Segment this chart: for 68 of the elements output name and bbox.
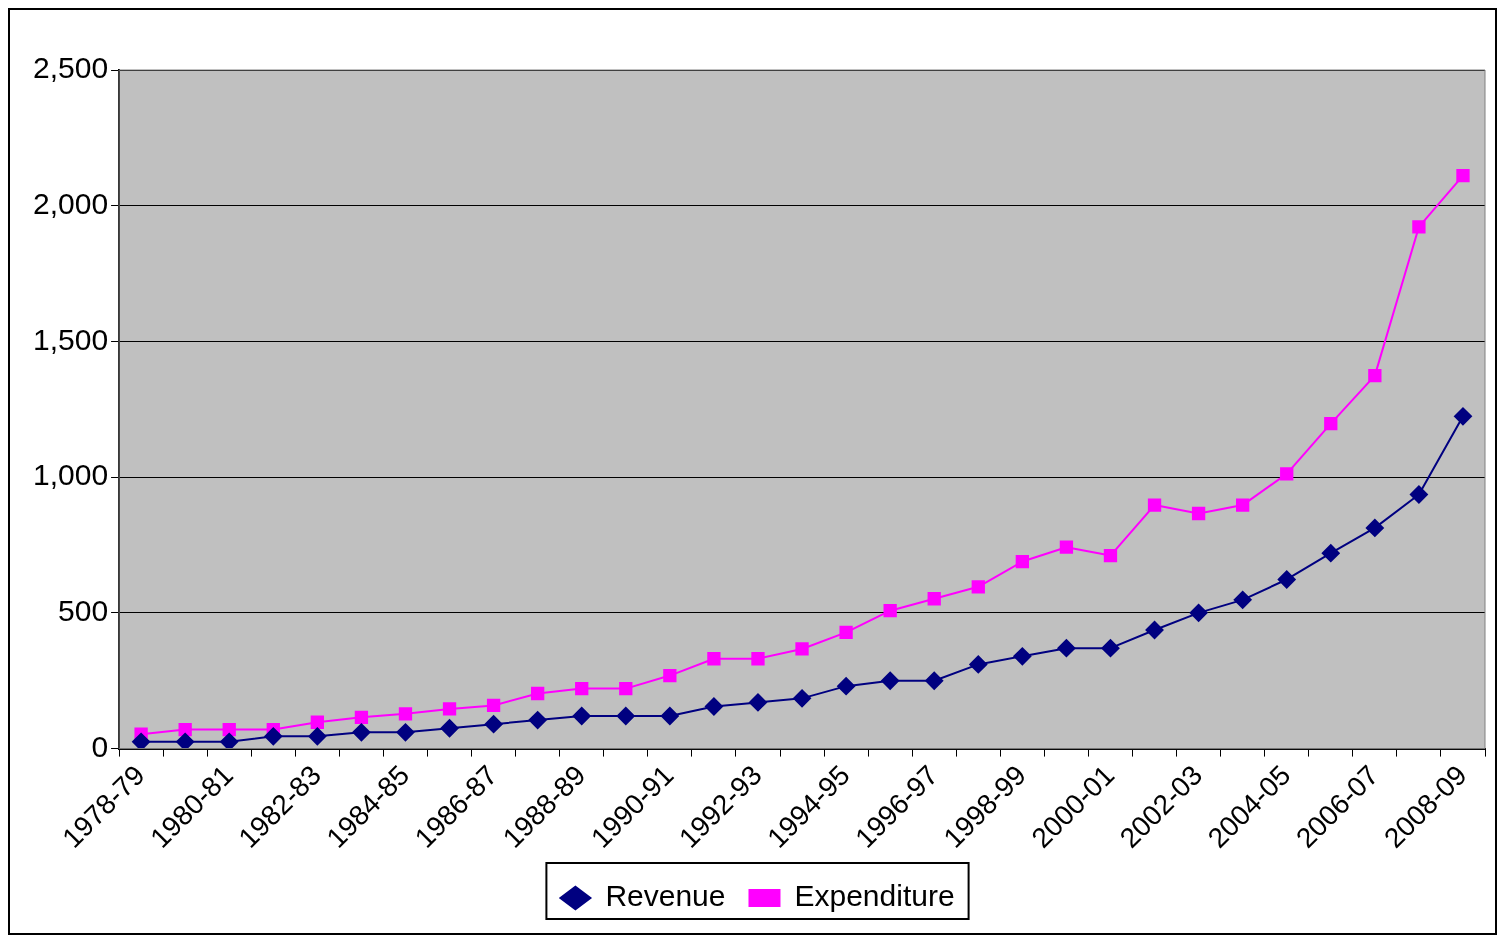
point — [748, 693, 767, 712]
y-tick-label: 1,000 — [33, 458, 109, 492]
point — [308, 727, 327, 746]
point — [837, 677, 856, 696]
point — [1233, 590, 1252, 609]
point — [1365, 518, 1384, 537]
point — [572, 707, 591, 726]
point — [663, 668, 677, 683]
point — [883, 604, 897, 618]
point — [1145, 620, 1164, 639]
point — [440, 719, 459, 738]
point — [1059, 540, 1074, 554]
point — [1015, 554, 1029, 569]
point — [396, 723, 415, 742]
point — [176, 732, 195, 749]
y-tick-label: 2,500 — [33, 51, 109, 85]
point — [839, 625, 853, 640]
point — [1368, 368, 1382, 383]
point — [398, 707, 413, 721]
y-tick-label: 500 — [58, 594, 109, 628]
point — [1191, 506, 1206, 521]
point — [528, 711, 547, 730]
point — [1321, 544, 1340, 563]
y-tick-label: 0 — [91, 729, 109, 763]
point — [1409, 485, 1428, 504]
y-tick-label: 2,000 — [33, 186, 109, 220]
point — [264, 727, 283, 746]
point — [927, 592, 941, 606]
point — [660, 707, 679, 726]
point — [1101, 639, 1120, 658]
point — [971, 580, 985, 594]
point — [1013, 647, 1032, 666]
point — [442, 702, 457, 716]
point — [575, 681, 589, 696]
point — [352, 723, 371, 742]
point — [1103, 548, 1118, 563]
point — [1324, 417, 1338, 431]
point — [704, 697, 723, 716]
point — [531, 686, 545, 701]
point — [1147, 498, 1162, 512]
point — [751, 652, 765, 666]
point — [222, 722, 236, 737]
legend-label: Expenditure — [794, 879, 955, 913]
point — [1280, 467, 1294, 481]
point — [1456, 168, 1470, 183]
point — [484, 715, 503, 734]
point — [1189, 603, 1208, 622]
point — [354, 710, 369, 725]
legend-label: Revenue — [605, 879, 726, 913]
point — [793, 689, 812, 708]
point — [969, 655, 988, 674]
y-tick-label: 1,500 — [33, 322, 109, 356]
point — [132, 732, 151, 749]
point — [220, 732, 239, 749]
point — [486, 698, 501, 713]
point — [616, 707, 635, 726]
point — [925, 671, 944, 690]
point — [1277, 570, 1296, 589]
point — [1236, 498, 1250, 512]
point — [1453, 407, 1472, 426]
point — [707, 652, 721, 666]
point — [1057, 639, 1076, 658]
point — [881, 671, 900, 690]
point — [619, 681, 633, 696]
point — [795, 642, 809, 656]
point — [178, 722, 192, 737]
point — [310, 715, 325, 729]
point — [1412, 220, 1426, 234]
